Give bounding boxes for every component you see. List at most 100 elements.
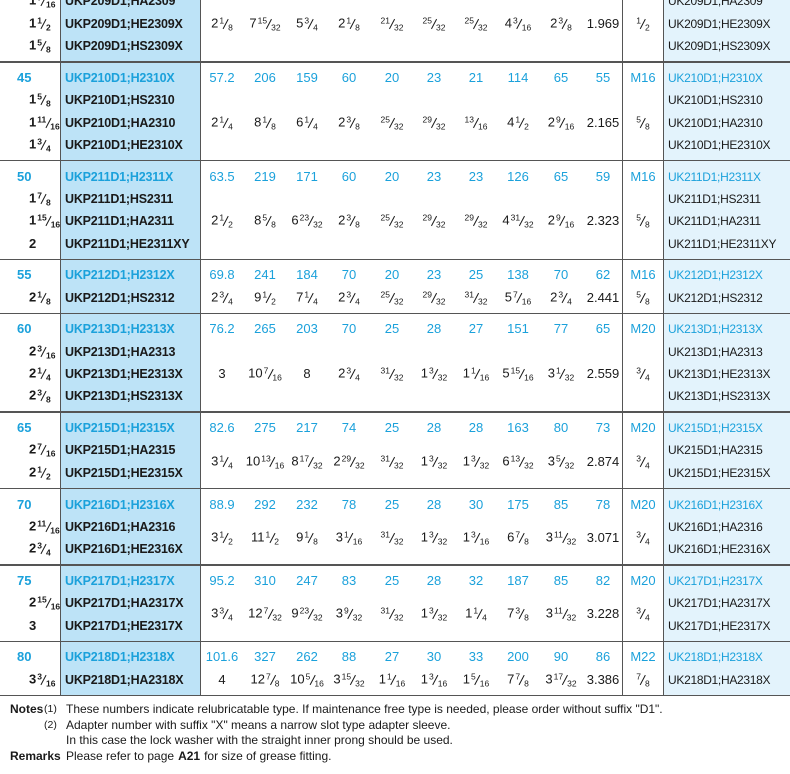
numerator: 1 xyxy=(262,114,268,124)
whole: 2 xyxy=(29,518,37,534)
whole: 8 xyxy=(291,453,299,469)
denominator: 4 xyxy=(228,121,233,131)
whole: 2 xyxy=(211,289,219,305)
denominator: 32 xyxy=(478,219,488,230)
dimension-mm: 90 xyxy=(553,649,569,665)
numerator: 1 xyxy=(219,529,225,540)
denominator: 4 xyxy=(482,612,487,623)
numerator: 31 xyxy=(380,605,390,616)
denominator: 32 xyxy=(479,460,490,471)
unit-number: UKP217D1;HE2317X xyxy=(65,618,183,633)
dimension-mm: 82.6 xyxy=(209,420,235,436)
bearing-number: UK211D1;HE2311XY xyxy=(668,236,777,251)
dimension-inch: 312 xyxy=(211,529,233,546)
dimension-mm: 25 xyxy=(384,420,400,436)
whole: 1 xyxy=(420,529,429,545)
whole: 2 xyxy=(29,441,37,457)
note-row: In this case the lock washer with the st… xyxy=(0,733,790,749)
dimension-inch: 238 xyxy=(338,114,360,131)
numerator: 3 xyxy=(636,605,641,616)
numerator: 3 xyxy=(513,15,518,26)
denominator: 8 xyxy=(524,612,529,623)
bearing-number: UK209D1;HA2309 xyxy=(668,0,763,9)
bearing-number: UK212D1;HS2312 xyxy=(668,290,763,305)
numerator: 7 xyxy=(515,529,521,540)
denominator: 32 xyxy=(394,22,404,33)
whole: 10 xyxy=(290,671,305,687)
numerator: 1 xyxy=(219,15,225,26)
unit-number: UKP213D1;HE2313X xyxy=(65,367,183,381)
whole: 2 xyxy=(29,594,37,610)
denominator: 16 xyxy=(272,372,282,383)
denominator: 32 xyxy=(394,536,404,547)
unit-number: UKP209D1;HS2309X xyxy=(65,39,183,54)
dimension-mm: 327 xyxy=(254,649,276,665)
numerator: 1 xyxy=(219,212,225,223)
denominator: 32 xyxy=(355,460,365,471)
whole: 2 xyxy=(547,212,556,228)
unit-number: UKP217D1;H2317X xyxy=(65,573,175,588)
dimension-mm: 28 xyxy=(426,572,442,588)
bearing-number: UK213D1;HS2313X xyxy=(668,389,771,404)
dimension-mm: 184 xyxy=(296,267,318,283)
dimension-mm: 28 xyxy=(468,420,484,436)
denominator: 16 xyxy=(45,678,56,689)
denominator: 2 xyxy=(228,219,233,230)
denominator: 2 xyxy=(45,22,51,33)
dimension-mm: M20 xyxy=(630,572,656,588)
whole: 1 xyxy=(29,15,37,31)
numerator: 3 xyxy=(429,671,434,682)
dimension-inch: 714 xyxy=(296,289,318,306)
group-divider xyxy=(0,159,790,162)
whole: 8 xyxy=(254,212,262,228)
shaft-inch: 178 xyxy=(29,190,51,207)
dimension-mm: 275 xyxy=(254,420,276,436)
numerator: 23 xyxy=(299,212,310,223)
numerator: 5 xyxy=(37,91,42,102)
bearing-number: UK211D1;HA2311 xyxy=(668,214,761,229)
whole: 3 xyxy=(545,529,553,545)
denominator: 8 xyxy=(645,219,650,230)
dimension-mm: 20 xyxy=(384,168,400,184)
dimension-mm: 70 xyxy=(341,267,357,283)
dimension-mm: 23 xyxy=(426,267,442,283)
denominator: 4 xyxy=(645,536,650,547)
numerator: 3 xyxy=(37,387,42,398)
denominator: 8 xyxy=(228,22,233,33)
dimension-mm: M20 xyxy=(630,496,656,512)
denominator: 16 xyxy=(479,536,490,547)
whole: 3 xyxy=(547,365,556,381)
numerator: 25 xyxy=(380,114,390,124)
dimension-inch: 34 xyxy=(636,606,649,623)
whole: 2 xyxy=(338,212,346,228)
whole: 2 xyxy=(211,15,219,31)
denominator: 8 xyxy=(45,394,51,405)
whole: 1 xyxy=(29,212,37,228)
denominator: 4 xyxy=(645,372,650,383)
denominator: 8 xyxy=(45,44,51,55)
dimension-mm: 23 xyxy=(426,168,442,184)
bearing-number: UK209D1;HE2309X xyxy=(668,16,771,31)
numerator: 29 xyxy=(341,453,352,464)
dimension-inch: 2.441 xyxy=(586,289,620,305)
numerator: 25 xyxy=(380,289,390,300)
denominator: 32 xyxy=(272,612,282,623)
whole: 3 xyxy=(29,671,37,687)
dimension-inch: 10716 xyxy=(248,366,282,383)
unit-number: UKP217D1;HA2317X xyxy=(65,596,184,611)
numerator: 1 xyxy=(471,365,476,376)
shaft-mm: 75 xyxy=(17,572,32,588)
dimension-mm: 60 xyxy=(341,69,357,85)
dimension-inch: 12732 xyxy=(248,606,282,623)
whole: 4 xyxy=(507,114,515,129)
dimension-inch: 218 xyxy=(211,15,233,32)
numerator: 11 xyxy=(37,518,47,529)
dimension-inch: 92332 xyxy=(291,606,322,623)
whole: 11 xyxy=(251,529,265,545)
dimension-inch: 412 xyxy=(507,114,529,131)
denominator: 32 xyxy=(437,612,448,623)
bearing-number: UK213D1;HA2313 xyxy=(668,344,763,359)
dimension-mm: 78 xyxy=(595,496,611,512)
numerator: 13 xyxy=(464,114,474,124)
numerator: 3 xyxy=(37,343,42,354)
